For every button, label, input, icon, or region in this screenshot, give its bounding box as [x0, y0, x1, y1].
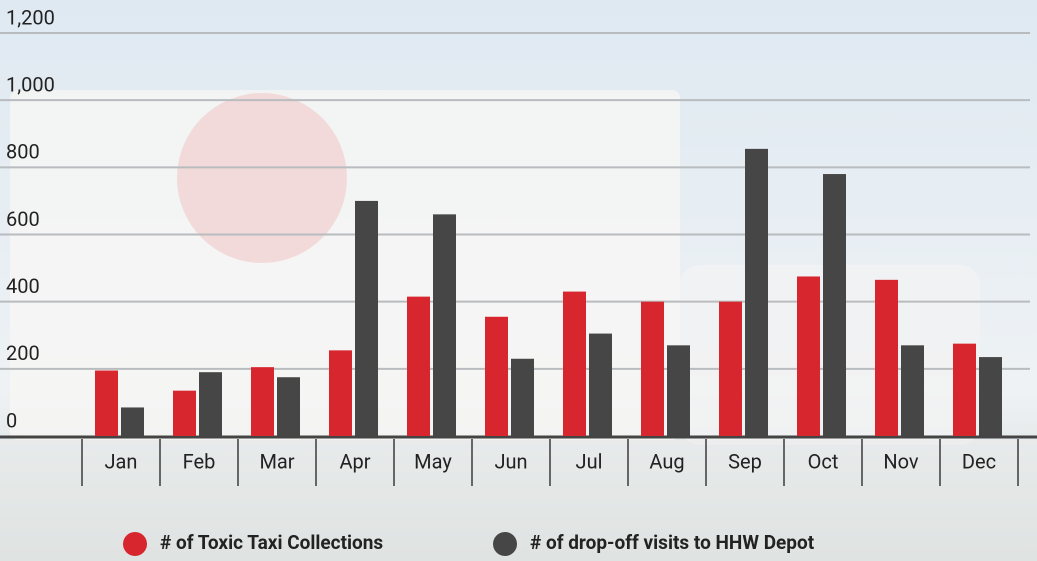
bar: [433, 214, 456, 436]
bar: [823, 174, 846, 436]
x-tick-label: Apr: [339, 449, 370, 473]
legend-marker: [123, 532, 147, 556]
bar: [719, 302, 742, 436]
x-tick-label: Aug: [649, 449, 684, 473]
x-tick-label: Jan: [105, 449, 138, 473]
bar: [329, 350, 352, 436]
bar: [563, 292, 586, 436]
x-tick-label: Nov: [883, 449, 919, 473]
bar: [589, 334, 612, 436]
y-tick-label: 0: [6, 408, 17, 432]
bar: [641, 302, 664, 436]
x-tick-label: Dec: [962, 449, 996, 473]
x-tick-label: Oct: [808, 449, 839, 473]
bar: [199, 372, 222, 436]
y-tick-label: 800: [6, 140, 40, 164]
bar: [667, 345, 690, 436]
x-tick-label: May: [414, 449, 452, 473]
bar: [485, 317, 508, 436]
bar: [745, 149, 768, 436]
y-tick-label: 600: [6, 207, 40, 231]
logo: [177, 93, 347, 263]
chart: 0 200 400 600 800 1,000 1,200 Jan Feb Mar Apr May Ju…: [0, 0, 1037, 561]
bar: [901, 345, 924, 436]
y-tick-label: 200: [6, 341, 40, 365]
y-tick-label: 400: [6, 274, 40, 298]
bar: [277, 377, 300, 436]
page: 0 200 400 600 800 1,000 1,200 Jan Feb Mar Apr May Ju…: [0, 0, 1037, 561]
bar: [407, 297, 430, 436]
bar: [875, 280, 898, 436]
y-tick-label: 1,000: [6, 72, 55, 96]
legend-label: # of drop-off visits to HHW Depot: [530, 531, 815, 554]
x-tick-label: Sep: [728, 449, 762, 473]
bar: [173, 391, 196, 436]
bar: [251, 367, 274, 436]
bar: [355, 201, 378, 436]
bar: [511, 359, 534, 436]
bar: [953, 344, 976, 436]
y-tick-label: 1,200: [6, 5, 55, 29]
bar: [121, 407, 144, 436]
x-tick-label: Jul: [576, 449, 603, 473]
x-tick-label: Mar: [259, 449, 294, 473]
bar: [797, 276, 820, 436]
legend-label: # of Toxic Taxi Collections: [160, 531, 383, 554]
bar: [95, 371, 118, 436]
x-tick-label: Jun: [494, 449, 527, 473]
bar: [979, 357, 1002, 436]
x-tick-label: Feb: [183, 449, 216, 473]
legend-marker: [493, 532, 517, 556]
